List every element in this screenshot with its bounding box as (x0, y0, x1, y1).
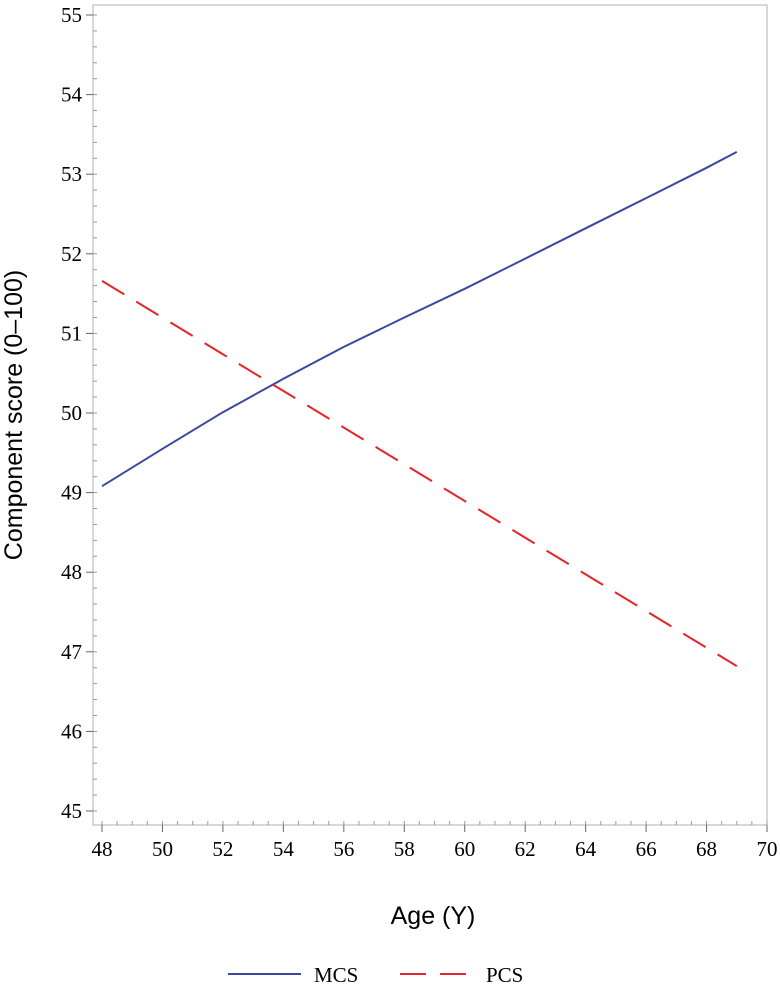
y-tick-label: 47 (61, 640, 82, 664)
x-tick-label: 62 (515, 837, 536, 861)
x-tick-label: 68 (696, 837, 717, 861)
legend-label-mcs: MCS (314, 963, 358, 987)
y-tick-label: 49 (61, 481, 82, 505)
x-tick-label: 52 (212, 837, 233, 861)
y-tick-label: 50 (61, 401, 82, 425)
y-tick-label: 51 (61, 321, 82, 345)
x-major-ticks (101, 825, 768, 832)
x-tick-label: 64 (575, 837, 597, 861)
x-tick-label: 60 (454, 837, 475, 861)
x-tick-label: 54 (273, 837, 295, 861)
y-tick-label: 52 (61, 242, 82, 266)
y-major-ticks (86, 14, 93, 812)
series-line-pcs (101, 280, 738, 667)
y-tick-label: 48 (61, 560, 82, 584)
x-tick-label: 58 (394, 837, 415, 861)
y-tick-labels: 45 46 47 48 49 50 51 52 53 54 55 (61, 3, 83, 823)
y-tick-label: 53 (61, 162, 82, 186)
x-axis-title: Age (Y) (391, 902, 476, 930)
y-tick-label: 55 (61, 3, 82, 27)
x-tick-label: 50 (152, 837, 173, 861)
x-tick-label: 48 (92, 837, 113, 861)
x-tick-label: 56 (333, 837, 354, 861)
y-axis-title: Component score (0–100) (0, 270, 28, 560)
x-minor-ticks (101, 821, 768, 825)
plot-frame (92, 4, 768, 826)
y-tick-label: 54 (61, 83, 83, 107)
legend: MCS PCS (228, 963, 523, 987)
y-minor-ticks (93, 14, 97, 812)
y-tick-label: 45 (61, 799, 82, 823)
series-line-mcs (101, 151, 738, 488)
y-tick-label: 46 (61, 719, 82, 743)
x-tick-label: 66 (636, 837, 657, 861)
series-lines (101, 151, 738, 667)
legend-label-pcs: PCS (486, 963, 523, 987)
x-tick-labels: 48 50 52 54 56 58 60 62 64 66 68 70 (92, 837, 778, 861)
x-tick-label: 70 (757, 837, 778, 861)
